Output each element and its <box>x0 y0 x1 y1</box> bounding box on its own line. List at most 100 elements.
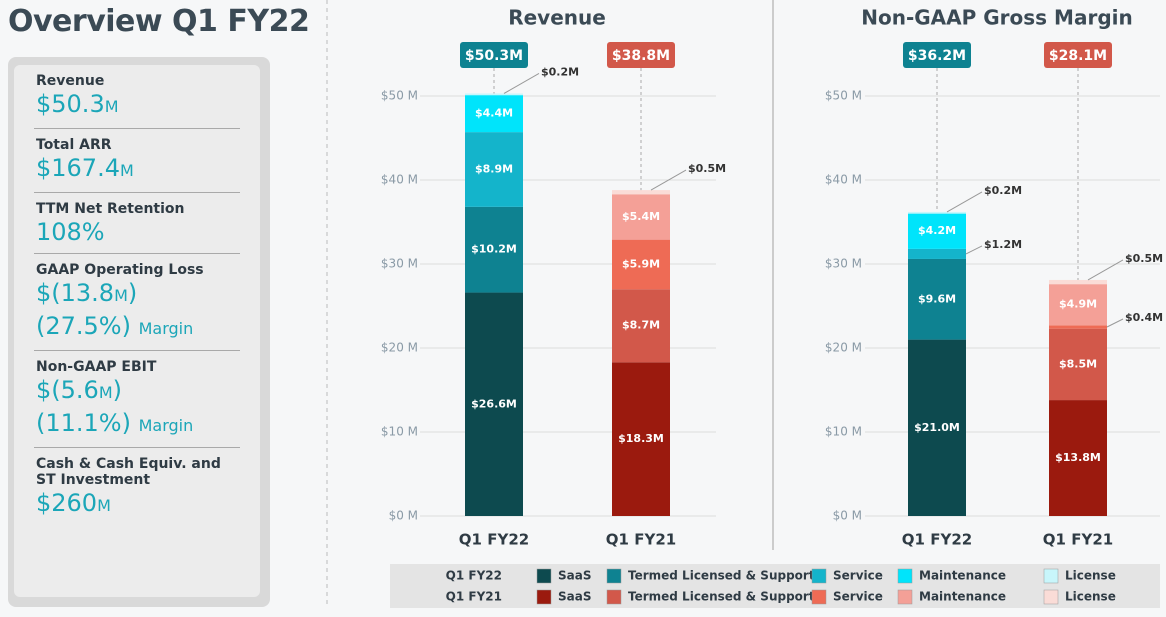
kpi-list: Revenue $50.3M Total ARR $167.4M TTM Net Ret… <box>14 65 260 597</box>
chart-title: Revenue <box>508 6 606 30</box>
data-label: $8.7M <box>622 319 660 332</box>
kpi-value: $50.3M <box>36 90 119 118</box>
total-label: $38.8M <box>612 48 670 64</box>
x-tick-label: Q1 FY21 <box>606 531 676 549</box>
bar-segment <box>1049 284 1107 326</box>
legend-label: SaaS <box>558 590 591 604</box>
kpi-item: Cash & Cash Equiv. and ST Investment $260… <box>34 448 240 527</box>
bar-segment <box>908 339 966 516</box>
bar-segment <box>465 206 523 293</box>
legend-swatch <box>536 568 552 584</box>
data-label: $10.2M <box>471 243 517 256</box>
data-label: $0.2M <box>541 65 579 78</box>
bar-segment <box>465 93 523 96</box>
y-tick-label: $10 M <box>381 425 418 439</box>
bar-segment <box>612 194 670 240</box>
data-label: $4.9M <box>1059 298 1097 311</box>
data-label: $8.9M <box>475 163 513 176</box>
bar-segment <box>612 289 670 363</box>
data-label: $13.8M <box>1055 451 1101 464</box>
total-label: $50.3M <box>465 48 523 64</box>
data-label: $8.5M <box>1059 357 1097 370</box>
y-tick-label: $30 M <box>825 257 862 271</box>
kpi-item: GAAP Operating Loss $(13.8M) (27.5%) Margi… <box>34 254 240 351</box>
kpi-item: Non-GAAP EBIT $(5.6M) (11.1%) Margin <box>34 351 240 448</box>
total-badge <box>903 42 971 68</box>
data-label: $0.5M <box>688 162 726 175</box>
legend-label: Service <box>833 590 883 604</box>
data-label: $0.5M <box>1125 252 1163 265</box>
leader-line <box>1106 318 1124 328</box>
total-badge <box>607 42 675 68</box>
y-tick-label: $40 M <box>381 173 418 187</box>
kpi-value: $260M <box>36 489 111 517</box>
kpi-value: $(5.6M) <box>36 376 122 404</box>
legend-label: License <box>1065 590 1116 604</box>
legend-swatch <box>536 589 552 605</box>
y-tick-label: $30 M <box>381 257 418 271</box>
kpi-label: GAAP Operating Loss <box>36 262 204 278</box>
kpi-panel: Revenue $50.3M Total ARR $167.4M TTM Net Ret… <box>8 57 270 607</box>
kpi-label: Cash & Cash Equiv. and ST Investment <box>36 456 221 488</box>
slide-title: Overview Q1 FY22 <box>8 4 310 39</box>
legend-swatch <box>606 589 622 605</box>
legend-box <box>390 564 1160 608</box>
legend-row-label: Q1 FY22 <box>446 569 502 583</box>
y-tick-label: $50 M <box>825 89 862 103</box>
kpi-item: Revenue $50.3M <box>34 65 240 129</box>
bar-segment <box>612 362 670 516</box>
bar-segment <box>1049 279 1107 285</box>
data-label: $1.2M <box>984 238 1022 251</box>
leader-line <box>1087 259 1124 281</box>
data-label: $5.4M <box>622 210 660 223</box>
legend-label: Termed Licensed & Support <box>628 569 815 583</box>
y-tick-label: $50 M <box>381 89 418 103</box>
data-label: $4.4M <box>475 107 513 120</box>
bar-segment <box>1049 325 1107 329</box>
legend-swatch <box>1043 589 1059 605</box>
data-label: $9.6M <box>918 292 956 305</box>
legend-label: Maintenance <box>919 590 1006 604</box>
bar-segment <box>465 95 523 133</box>
kpi-value: (11.1%) Margin <box>36 409 194 437</box>
legend-label: Termed Licensed & Support <box>628 590 815 604</box>
legend-swatch <box>1043 568 1059 584</box>
legend-label: Maintenance <box>919 569 1006 583</box>
x-tick-label: Q1 FY22 <box>902 531 972 549</box>
legend-swatch <box>897 568 913 584</box>
legend-row-label: Q1 FY21 <box>446 590 502 604</box>
y-tick-label: $40 M <box>825 173 862 187</box>
leader-line <box>650 169 687 191</box>
kpi-label: TTM Net Retention <box>36 201 185 217</box>
data-label: $18.3M <box>618 432 664 445</box>
y-tick-label: $0 M <box>389 509 418 523</box>
bar-segment <box>612 239 670 290</box>
x-tick-label: Q1 FY21 <box>1043 531 1113 549</box>
x-tick-label: Q1 FY22 <box>459 531 529 549</box>
legend-label: Service <box>833 569 883 583</box>
kpi-value: $167.4M <box>36 154 134 182</box>
y-tick-label: $10 M <box>825 425 862 439</box>
kpi-item: Total ARR $167.4M <box>34 129 240 193</box>
data-label: $4.2M <box>918 224 956 237</box>
legend-swatch <box>606 568 622 584</box>
data-label: $21.0M <box>914 421 960 434</box>
data-label: $26.6M <box>471 397 517 410</box>
kpi-value: (27.5%) Margin <box>36 312 194 340</box>
data-label: $0.4M <box>1125 311 1163 324</box>
leader-line <box>946 191 983 213</box>
bar-segment <box>465 292 523 516</box>
leader-line <box>965 245 983 255</box>
kpi-label: Non-GAAP EBIT <box>36 359 157 375</box>
bar-segment <box>612 190 670 195</box>
bar-segment <box>1049 328 1107 401</box>
data-label: $5.9M <box>622 257 660 270</box>
bar-segment <box>908 258 966 340</box>
bar-segment <box>908 248 966 259</box>
kpi-value: 108% <box>36 218 105 246</box>
bar-segment <box>465 132 523 207</box>
bar-segment <box>908 213 966 249</box>
total-label: $36.2M <box>908 48 966 64</box>
leader-line <box>503 73 540 94</box>
